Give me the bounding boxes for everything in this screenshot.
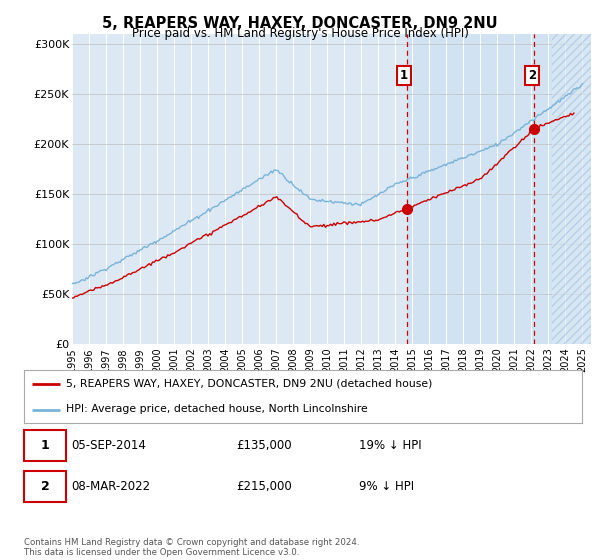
Text: 5, REAPERS WAY, HAXEY, DONCASTER, DN9 2NU: 5, REAPERS WAY, HAXEY, DONCASTER, DN9 2N… (102, 16, 498, 31)
Text: 19% ↓ HPI: 19% ↓ HPI (359, 440, 421, 452)
Text: Price paid vs. HM Land Registry's House Price Index (HPI): Price paid vs. HM Land Registry's House … (131, 27, 469, 40)
Text: 5, REAPERS WAY, HAXEY, DONCASTER, DN9 2NU (detached house): 5, REAPERS WAY, HAXEY, DONCASTER, DN9 2N… (66, 379, 432, 389)
Bar (407, 34, 591, 344)
Text: 08-MAR-2022: 08-MAR-2022 (71, 480, 151, 493)
Text: 1: 1 (41, 440, 49, 452)
FancyBboxPatch shape (24, 471, 66, 502)
FancyBboxPatch shape (24, 431, 66, 461)
Text: £135,000: £135,000 (236, 440, 292, 452)
Text: 9% ↓ HPI: 9% ↓ HPI (359, 480, 414, 493)
Text: 1: 1 (400, 69, 408, 82)
Text: Contains HM Land Registry data © Crown copyright and database right 2024.
This d: Contains HM Land Registry data © Crown c… (24, 538, 359, 557)
Text: 2: 2 (41, 480, 49, 493)
Text: 05-SEP-2014: 05-SEP-2014 (71, 440, 146, 452)
Text: 2: 2 (528, 69, 536, 82)
Text: £215,000: £215,000 (236, 480, 292, 493)
Text: HPI: Average price, detached house, North Lincolnshire: HPI: Average price, detached house, Nort… (66, 404, 368, 414)
